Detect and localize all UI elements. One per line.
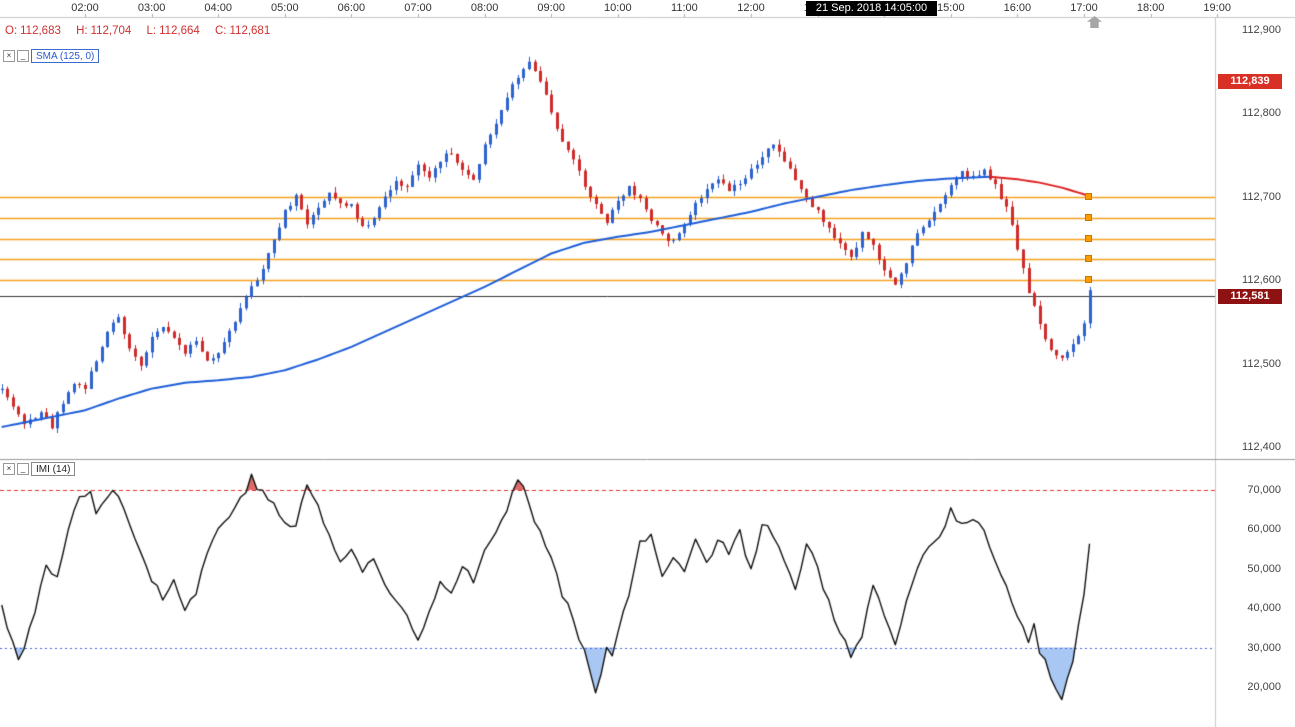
time-axis-label: 05:00: [271, 2, 299, 14]
time-axis-label: 06:00: [337, 2, 366, 14]
crosshair-datetime-badge: 21 Sep. 2018 14:05:00: [806, 1, 937, 16]
minimize-icon[interactable]: _: [17, 50, 29, 62]
time-axis-label: 11:00: [671, 2, 698, 14]
low-label: L:: [146, 25, 157, 37]
sma-legend-label[interactable]: SMA (125, 0): [31, 49, 100, 63]
imi-indicator-legend: × _ IMI (14): [3, 462, 76, 476]
ohlc-readout: O: 112,683 H: 112,704 L: 112,664 C: 112,681: [5, 25, 282, 37]
price-axis-label: 112,400: [1242, 441, 1281, 453]
imi-axis-label: 20,000: [1247, 681, 1281, 693]
time-axis-label: 04:00: [204, 2, 232, 14]
price-axis-label: 112,700: [1242, 190, 1281, 203]
level-marker[interactable]: [1085, 276, 1092, 284]
time-axis-label: 12:00: [737, 2, 765, 14]
open-label: O:: [5, 25, 18, 37]
imi-axis-label: 30,000: [1247, 641, 1281, 654]
price-axis-label: 112,500: [1242, 357, 1281, 370]
time-axis-label: 19:00: [1203, 2, 1231, 14]
close-icon[interactable]: ×: [3, 50, 15, 62]
time-axis-label: 03:00: [137, 2, 166, 14]
time-axis-label: 08:00: [470, 2, 499, 14]
price-axis-label: 112,800: [1242, 107, 1281, 120]
time-axis-label: 18:00: [1136, 2, 1165, 14]
imi-axis-label: 70,000: [1247, 484, 1281, 496]
time-axis-label: 09:00: [537, 2, 565, 14]
high-value: 112,704: [90, 25, 132, 37]
level-marker[interactable]: [1085, 255, 1092, 263]
time-axis-label: 15:00: [937, 2, 965, 14]
time-axis-label: 17:00: [1070, 2, 1098, 14]
level-marker[interactable]: [1085, 213, 1092, 221]
high-label: H:: [76, 25, 88, 37]
scroll-to-latest-icon[interactable]: [1087, 16, 1102, 28]
price-badge-high: 112,839: [1218, 73, 1282, 89]
minimize-icon[interactable]: _: [17, 463, 29, 475]
price-axis-label: 112,600: [1242, 274, 1281, 287]
sma-indicator-legend: × _ SMA (125, 0): [3, 49, 100, 63]
time-axis-label: 07:00: [404, 2, 432, 14]
time-axis-label: 02:00: [71, 2, 99, 14]
imi-legend-label[interactable]: IMI (14): [31, 462, 76, 476]
level-marker[interactable]: [1085, 192, 1092, 200]
close-icon[interactable]: ×: [3, 463, 15, 475]
imi-axis-label: 50,000: [1247, 562, 1281, 575]
time-axis-label: 10:00: [604, 2, 632, 14]
close-value: 112,681: [229, 25, 271, 37]
open-value: 112,683: [20, 25, 61, 37]
low-value: 112,664: [159, 25, 200, 37]
level-marker[interactable]: [1085, 234, 1092, 242]
imi-axis-label: 60,000: [1247, 523, 1281, 536]
price-badge-last: 112,581: [1218, 289, 1282, 305]
close-label: C:: [215, 25, 227, 37]
time-axis-label: 16:00: [1003, 2, 1032, 14]
imi-axis-label: 40,000: [1247, 602, 1281, 615]
price-axis-label: 112,900: [1242, 24, 1281, 36]
